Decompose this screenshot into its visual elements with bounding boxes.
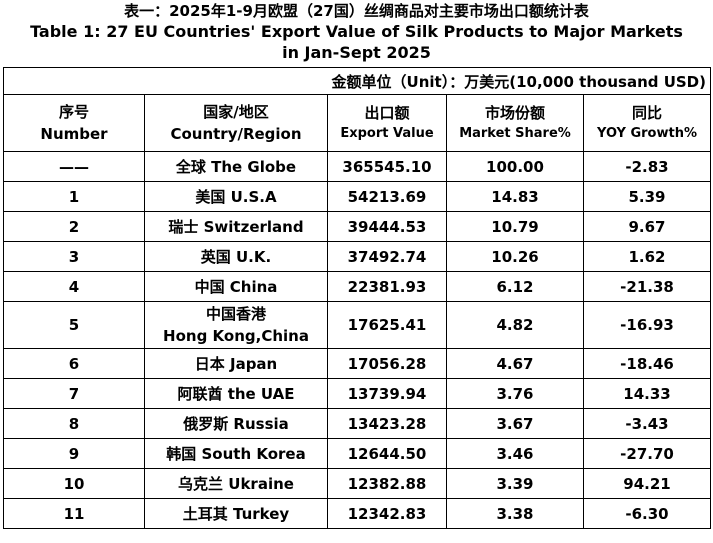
header-share-en: Market Share% (459, 126, 571, 141)
cell-yoy: 1.62 (583, 241, 711, 272)
cell-yoy: -3.43 (583, 408, 711, 439)
cell-export: 12644.50 (327, 438, 447, 469)
export-table: 金额单位（Unit）：万美元(10,000 thousand USD) 序号 Nu… (3, 67, 711, 529)
table-title-cn: 表一：2025年1-9月欧盟（27国）丝绸商品对主要市场出口额统计表 (124, 2, 589, 20)
cell-share: 3.38 (446, 498, 584, 529)
header-number-en: Number (40, 125, 108, 143)
cell-yoy: 9.67 (583, 211, 711, 242)
unit-row: 金额单位（Unit）：万美元(10,000 thousand USD) (3, 67, 711, 95)
cell-share: 3.39 (446, 468, 584, 499)
cell-country: 俄罗斯 Russia (144, 408, 328, 439)
cell-number: 1 (3, 181, 145, 212)
cell-yoy: 94.21 (583, 468, 711, 499)
cell-export: 12382.88 (327, 468, 447, 499)
table-row: 4 中国 China 22381.93 6.12 -21.38 (3, 271, 711, 302)
cell-country: 英国 U.K. (144, 241, 328, 272)
cell-share: 4.67 (446, 348, 584, 379)
cell-number: 2 (3, 211, 145, 242)
cell-export: 13423.28 (327, 408, 447, 439)
table-row: 2 瑞士 Switzerland 39444.53 10.79 9.67 (3, 211, 711, 242)
cell-country-cn: 中国香港 (205, 305, 266, 323)
header-share: 市场份额 Market Share% (446, 94, 584, 152)
cell-number: 4 (3, 271, 145, 302)
table-row: —— 全球 The Globe 365545.10 100.00 -2.83 (3, 151, 711, 182)
cell-country: 土耳其 Turkey (144, 498, 328, 529)
cell-yoy: -16.93 (583, 301, 711, 349)
header-export-cn: 出口额 (364, 104, 410, 122)
cell-export: 12342.83 (327, 498, 447, 529)
header-number: 序号 Number (3, 94, 145, 152)
cell-export: 13739.94 (327, 378, 447, 409)
table-row: 6 日本 Japan 17056.28 4.67 -18.46 (3, 348, 711, 379)
cell-share: 3.76 (446, 378, 584, 409)
cell-share: 3.67 (446, 408, 584, 439)
cell-share: 3.46 (446, 438, 584, 469)
cell-number: 11 (3, 498, 145, 529)
cell-export: 17625.41 (327, 301, 447, 349)
table-row: 3 英国 U.K. 37492.74 10.26 1.62 (3, 241, 711, 272)
table-row: 1 美国 U.S.A 54213.69 14.83 5.39 (3, 181, 711, 212)
cell-number: 8 (3, 408, 145, 439)
cell-share: 4.82 (446, 301, 584, 349)
table-title-en: Table 1: 27 EU Countries' Export Value o… (30, 22, 683, 41)
header-row: 序号 Number 国家/地区 Country/Region 出口额 Export V… (3, 94, 711, 152)
header-country-cn: 国家/地区 (203, 103, 269, 121)
cell-export: 37492.74 (327, 241, 447, 272)
cell-country: 瑞士 Switzerland (144, 211, 328, 242)
cell-yoy: 5.39 (583, 181, 711, 212)
cell-share: 10.26 (446, 241, 584, 272)
cell-country: 中国 China (144, 271, 328, 302)
cell-number: 6 (3, 348, 145, 379)
cell-share: 10.79 (446, 211, 584, 242)
cell-yoy: -27.70 (583, 438, 711, 469)
table-row: 9 韩国 South Korea 12644.50 3.46 -27.70 (3, 438, 711, 469)
header-yoy-cn: 同比 (631, 104, 662, 122)
header-country-en: Country/Region (170, 125, 302, 143)
header-export-en: Export Value (340, 126, 434, 141)
table-row: 11 土耳其 Turkey 12342.83 3.38 -6.30 (3, 498, 711, 529)
table-row: 5 中国香港 Hong Kong,China 17625.41 4.82 -16.… (3, 301, 711, 349)
cell-share: 14.83 (446, 181, 584, 212)
cell-number: —— (3, 151, 145, 182)
cell-export: 22381.93 (327, 271, 447, 302)
header-country: 国家/地区 Country/Region (144, 94, 328, 152)
cell-yoy: 14.33 (583, 378, 711, 409)
cell-number: 7 (3, 378, 145, 409)
cell-share: 100.00 (446, 151, 584, 182)
header-yoy-en: YOY Growth% (597, 126, 697, 141)
cell-country: 韩国 South Korea (144, 438, 328, 469)
cell-export: 365545.10 (327, 151, 447, 182)
cell-number: 9 (3, 438, 145, 469)
cell-yoy: -18.46 (583, 348, 711, 379)
cell-yoy: -2.83 (583, 151, 711, 182)
table-title-period: in Jan-Sept 2025 (282, 43, 431, 62)
header-share-cn: 市场份额 (484, 104, 545, 122)
cell-country: 美国 U.S.A (144, 181, 328, 212)
cell-country: 乌克兰 Ukraine (144, 468, 328, 499)
cell-export: 54213.69 (327, 181, 447, 212)
cell-number: 3 (3, 241, 145, 272)
cell-share: 6.12 (446, 271, 584, 302)
cell-yoy: -21.38 (583, 271, 711, 302)
unit-label: 金额单位（Unit）：万美元(10,000 thousand USD) (3, 67, 711, 95)
table-row: 7 阿联酋 the UAE 13739.94 3.76 14.33 (3, 378, 711, 409)
cell-country: 中国香港 Hong Kong,China (144, 301, 328, 349)
cell-country-en: Hong Kong,China (163, 327, 309, 345)
cell-number: 5 (3, 301, 145, 349)
header-number-cn: 序号 (58, 103, 89, 121)
cell-export: 39444.53 (327, 211, 447, 242)
cell-yoy: -6.30 (583, 498, 711, 529)
cell-export: 17056.28 (327, 348, 447, 379)
table-row: 10 乌克兰 Ukraine 12382.88 3.39 94.21 (3, 468, 711, 499)
cell-country: 全球 The Globe (144, 151, 328, 182)
header-yoy: 同比 YOY Growth% (583, 94, 711, 152)
cell-number: 10 (3, 468, 145, 499)
cell-country: 日本 Japan (144, 348, 328, 379)
header-export: 出口额 Export Value (327, 94, 447, 152)
cell-country: 阿联酋 the UAE (144, 378, 328, 409)
table-row: 8 俄罗斯 Russia 13423.28 3.67 -3.43 (3, 408, 711, 439)
